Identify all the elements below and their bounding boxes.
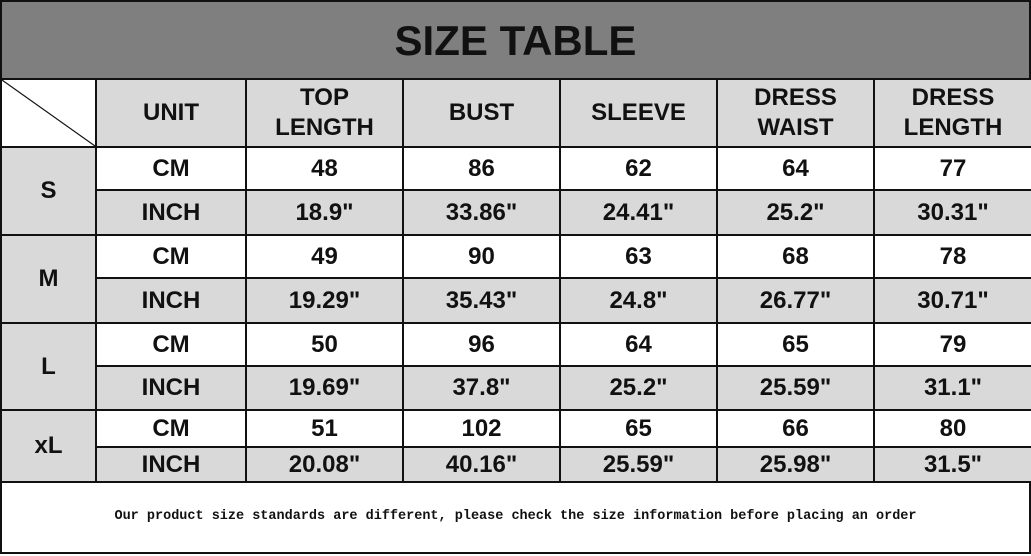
value-cell: 37.8" (402, 365, 561, 411)
value-cell: 31.5" (873, 446, 1031, 483)
value-cell: 25.2" (559, 365, 718, 411)
size-label: xL (0, 409, 97, 483)
value-cell: 78 (873, 234, 1031, 279)
table-row: INCH 19.29" 35.43" 24.8" 26.77" 30.71" (1, 277, 1031, 324)
value-cell: 90 (402, 234, 561, 279)
table-row: INCH 19.69" 37.8" 25.2" 25.59" 31.1" (1, 365, 1031, 411)
column-header: UNIT (95, 78, 247, 148)
table-row: INCH 20.08" 40.16" 25.59" 25.98" 31.5" (1, 446, 1031, 483)
value-cell: 24.8" (559, 277, 718, 324)
corner-cell (0, 78, 97, 148)
value-cell: 48 (245, 146, 404, 191)
table-row: xL CM 51 102 65 66 80 (0, 409, 1031, 483)
unit-cell: CM (95, 322, 247, 367)
value-cell: 40.16" (402, 446, 561, 483)
value-cell: 30.31" (873, 189, 1031, 236)
size-table: UNIT TOP LENGTH BUST SLEEVE DRESS WAIST DRESS… (0, 78, 1031, 483)
unit-cell: INCH (95, 365, 247, 411)
unit-cell: CM (95, 146, 247, 191)
value-cell: 63 (559, 234, 718, 279)
value-cell: 25.59" (716, 365, 875, 411)
unit-cell: INCH (95, 446, 247, 483)
unit-cell: CM (95, 234, 247, 279)
value-cell: 20.08" (245, 446, 404, 483)
header-row: UNIT TOP LENGTH BUST SLEEVE DRESS WAIST DRESS… (0, 78, 1031, 148)
column-header: DRESS WAIST (716, 78, 875, 148)
value-cell: 96 (402, 322, 561, 367)
value-cell: 64 (716, 146, 875, 191)
diagonal-line-icon (2, 80, 95, 146)
value-cell: 19.29" (245, 277, 404, 324)
value-cell: 25.98" (716, 446, 875, 483)
value-cell: 65 (716, 322, 875, 367)
table-row: INCH 18.9" 33.86" 24.41" 25.2" 30.31" (1, 189, 1031, 236)
value-cell: 102 (402, 409, 561, 448)
value-cell: 19.69" (245, 365, 404, 411)
value-cell: 77 (873, 146, 1031, 191)
value-cell: 25.2" (716, 189, 875, 236)
value-cell: 30.71" (873, 277, 1031, 324)
value-cell: 79 (873, 322, 1031, 367)
column-header: SLEEVE (559, 78, 718, 148)
value-cell: 68 (716, 234, 875, 279)
value-cell: 49 (245, 234, 404, 279)
value-cell: 66 (716, 409, 875, 448)
value-cell: 65 (559, 409, 718, 448)
unit-cell: INCH (95, 189, 247, 236)
value-cell: 51 (245, 409, 404, 448)
unit-cell: INCH (95, 277, 247, 324)
value-cell: 25.59" (559, 446, 718, 483)
value-cell: 64 (559, 322, 718, 367)
value-cell: 31.1" (873, 365, 1031, 411)
column-header: BUST (402, 78, 561, 148)
size-label: L (0, 322, 97, 411)
value-cell: 18.9" (245, 189, 404, 236)
size-label: M (0, 234, 97, 324)
value-cell: 35.43" (402, 277, 561, 324)
table-row: L CM 50 96 64 65 79 (0, 322, 1031, 411)
column-header: DRESS LENGTH (873, 78, 1031, 148)
table-row: S CM 48 86 62 64 77 (0, 146, 1031, 236)
value-cell: 86 (402, 146, 561, 191)
value-cell: 80 (873, 409, 1031, 448)
value-cell: 62 (559, 146, 718, 191)
value-cell: 50 (245, 322, 404, 367)
value-cell: 33.86" (402, 189, 561, 236)
value-cell: 26.77" (716, 277, 875, 324)
size-label: S (0, 146, 97, 236)
size-note: Our product size standards are different… (0, 481, 1031, 554)
table-row: M CM 49 90 63 68 78 (0, 234, 1031, 324)
page-title: SIZE TABLE (0, 0, 1031, 79)
column-header: TOP LENGTH (245, 78, 404, 148)
unit-cell: CM (95, 409, 247, 448)
value-cell: 24.41" (559, 189, 718, 236)
